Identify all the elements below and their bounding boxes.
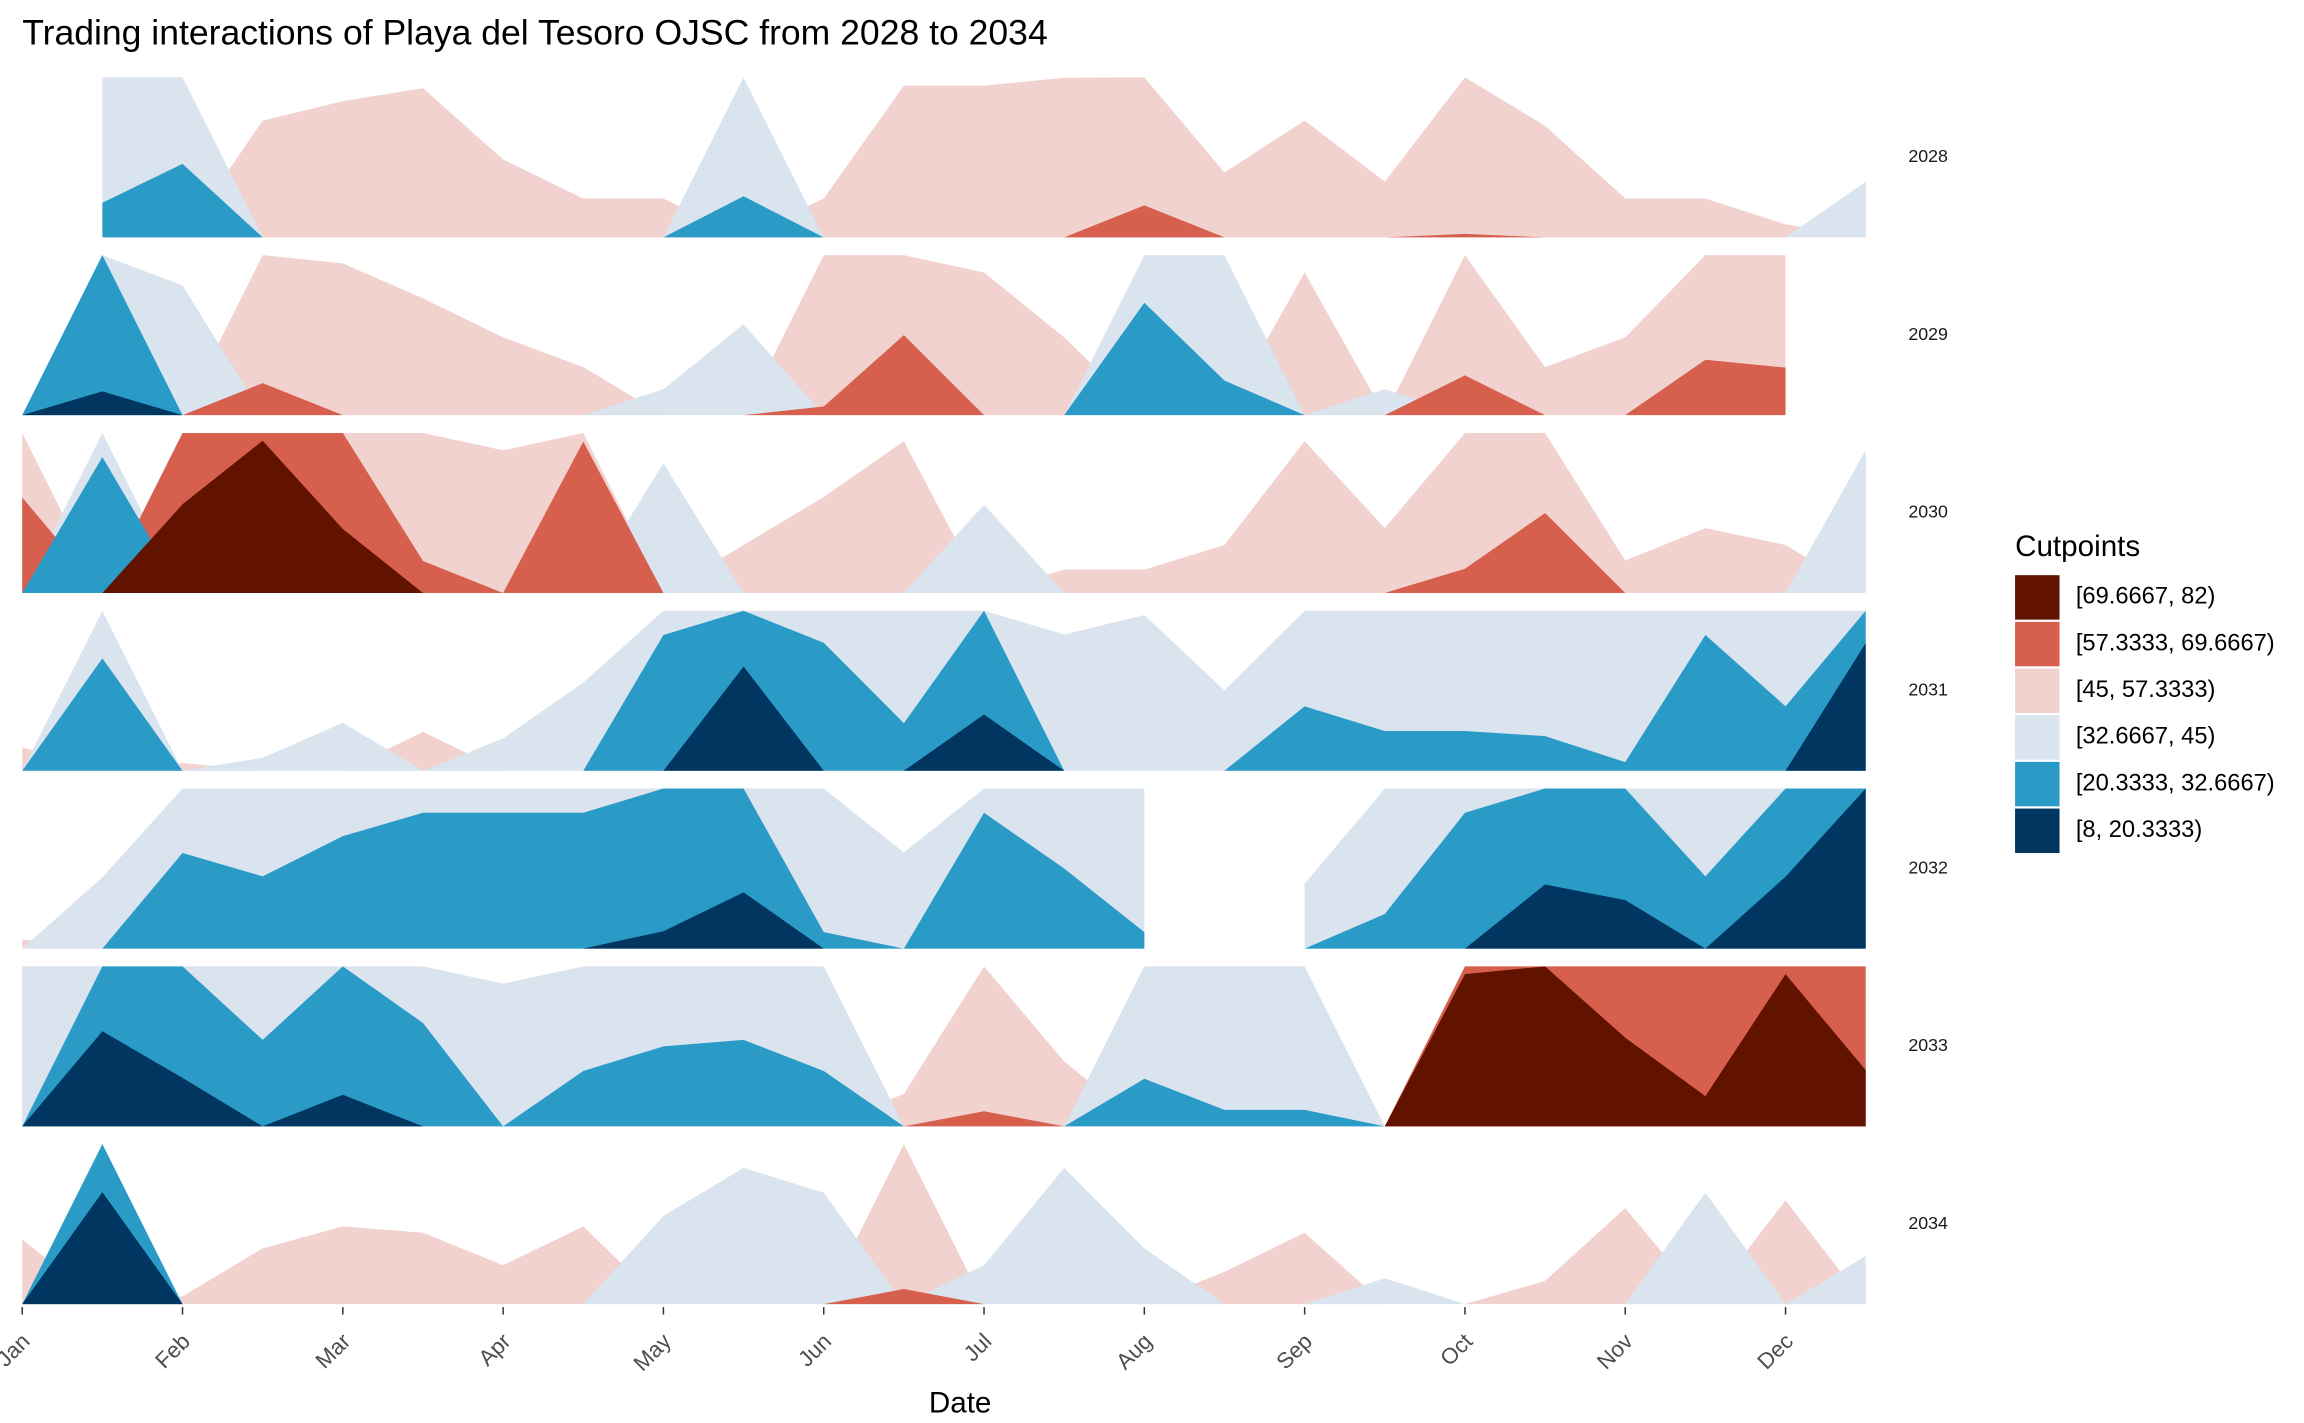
horizon-area — [22, 432, 1866, 593]
legend-swatch — [2015, 715, 2060, 760]
chart-title: Trading interactions of Playa del Tesoro… — [22, 13, 1048, 53]
x-tick-label: Nov — [1592, 1328, 1638, 1374]
x-tick-label: Jun — [793, 1329, 836, 1372]
horizon-area — [22, 1144, 1866, 1305]
legend-label: [32.6667, 45) — [2076, 724, 2216, 750]
x-tick-label: Apr — [473, 1328, 516, 1371]
legend-label: [20.3333, 32.6667) — [2076, 770, 2275, 796]
x-tick-label: Jul — [959, 1329, 997, 1367]
horizon-area — [1304, 788, 1866, 949]
horizon-area — [22, 966, 1866, 1127]
legend-title: Cutpoints — [2015, 530, 2140, 563]
x-tick-label: Sep — [1271, 1329, 1317, 1375]
horizon-area — [22, 1144, 1866, 1305]
year-label: 2029 — [1908, 324, 1948, 344]
horizon-area — [102, 77, 1866, 238]
legend-swatch — [2015, 761, 2060, 807]
x-tick-label: Jan — [0, 1329, 35, 1372]
x-tick-label: Oct — [1435, 1328, 1478, 1371]
x-tick-label: Dec — [1752, 1329, 1798, 1375]
legend-swatch — [2015, 808, 2060, 853]
x-tick-label: May — [628, 1328, 676, 1376]
year-label: 2033 — [1908, 1035, 1948, 1055]
horizon-area — [22, 610, 1866, 771]
horizon-area — [22, 966, 1866, 1127]
horizon-area — [22, 440, 1866, 593]
x-tick-label: Mar — [311, 1328, 356, 1373]
horizon-area — [22, 1289, 1866, 1305]
x-tick-label: Aug — [1111, 1329, 1157, 1375]
year-label: 2032 — [1908, 857, 1948, 877]
horizon-area — [22, 788, 1145, 949]
horizon-area — [22, 335, 1786, 416]
x-axis-title: Date — [929, 1386, 992, 1419]
legend-label: [8, 20.3333) — [2076, 817, 2202, 843]
year-label: 2031 — [1908, 679, 1948, 699]
legend-label: [45, 57.3333) — [2076, 677, 2216, 703]
horizon-area — [1304, 788, 1866, 949]
legend-swatch — [2015, 621, 2060, 667]
legend-label: [57.3333, 69.6667) — [2076, 630, 2275, 656]
horizon-area — [22, 1031, 1866, 1127]
legend-label: [69.6667, 82) — [2076, 584, 2216, 610]
legend-swatch — [2015, 668, 2060, 713]
horizon-area — [22, 255, 1786, 416]
legend-swatch — [2015, 575, 2060, 620]
horizon-area — [22, 966, 1866, 1127]
year-label: 2028 — [1908, 146, 1948, 166]
year-label: 2034 — [1908, 1213, 1948, 1233]
x-tick-label: Feb — [150, 1329, 195, 1374]
horizon-area — [22, 432, 1866, 593]
horizon-area — [22, 643, 1866, 771]
year-label: 2030 — [1908, 502, 1948, 522]
horizon-area — [22, 255, 1786, 416]
